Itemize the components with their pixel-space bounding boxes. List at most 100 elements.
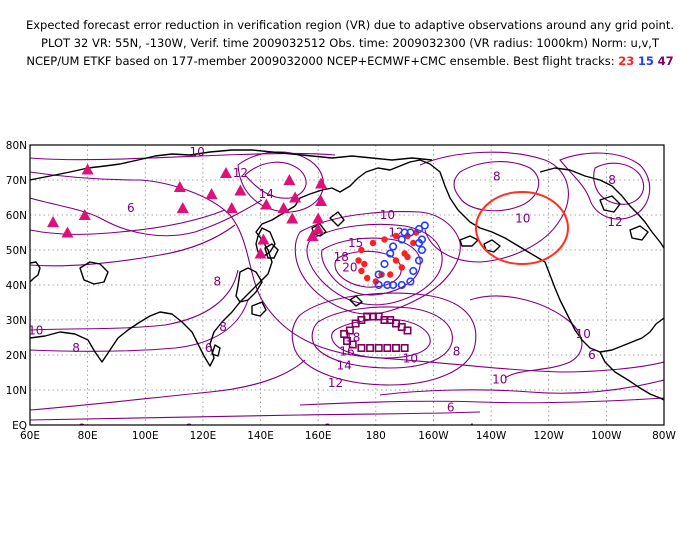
track-47-point [383,343,392,352]
contour-label: 10 [403,352,418,366]
triangle-marker [283,174,296,185]
latitude-tick-label: 60N [6,210,27,222]
track-47-point [366,343,375,352]
contour-label: 6 [323,422,331,436]
contour-label: 6 [185,422,193,436]
track-47-point [357,343,366,352]
triangle-marker [205,188,218,199]
track-47-markers [340,312,412,352]
longitude-tick-label: 100E [132,430,159,442]
triangle-marker [286,212,299,224]
track-23-label: 23 [618,54,635,68]
triangle-marker [260,198,273,210]
header-line-1: Expected forecast error reduction in ver… [25,18,675,32]
triangle-marker [277,202,290,213]
track-47-point [391,343,400,352]
longitude-tick-label: 120W [534,430,565,442]
track-23-point [358,246,365,254]
longitude-tick-label: 140W [476,430,507,442]
triangle-marker [234,184,247,196]
track-23-point [363,274,371,282]
error-reduction-contours [30,151,664,421]
track-15-point [397,280,406,290]
track-23-point [392,232,400,240]
contour-label: 15 [348,236,363,250]
contour-label: 8 [213,275,221,289]
latitude-tick-label: EQ [12,420,27,432]
triangle-marker [219,167,232,178]
triangle-marker [289,191,302,203]
track-23-point [410,239,417,247]
track-15-point [400,228,409,237]
longitude-tick-label: 80E [78,430,98,442]
contour-label: 14 [336,359,351,373]
track-23-point [404,232,411,240]
track-23-point [372,278,380,285]
track-15-point [417,245,427,255]
track-15-point [374,270,383,279]
contour-label: 12 [328,376,343,390]
triangle-marker [315,195,328,206]
track-47-point [374,343,383,352]
triangle-marker [312,212,325,224]
contour-label: 12 [607,215,622,229]
contour-label: 8 [453,345,461,359]
track-23-point [355,257,362,264]
triangle-marker [315,177,328,189]
track-23-markers [355,229,420,285]
latitude-tick-label: 10N [6,385,27,397]
contour-label: 10 [515,212,530,226]
contour-label: 10 [380,208,395,222]
track-23-point [358,267,365,275]
track-23-point [369,239,377,247]
longitude-tick-label: 100W [591,430,622,442]
track-15-point [386,249,395,258]
track-15-point [414,256,424,265]
contour-label: 18 [334,250,349,264]
track-15-label: 15 [637,54,654,68]
latitude-tick-label: 30N [6,315,27,327]
track-15-point [409,266,418,276]
longitude-tick-label: 80W [652,430,676,442]
track-15-point [414,238,424,248]
contour-label: 8 [219,320,227,334]
triangle-marker [306,230,319,241]
triangle-marker [257,233,270,245]
track-15-point [420,221,429,230]
contour-label: 8 [493,170,501,184]
track-23-point [398,264,405,271]
track-15-point [389,242,398,251]
track-15-point [397,235,406,244]
track-23-point [387,271,394,278]
track-15-point [406,228,415,237]
track-15-markers [374,221,429,290]
latitude-tick-label: 40N [6,280,27,292]
track-15-point [374,280,383,290]
track-23-point [381,236,388,243]
contour-label: 6 [447,401,455,415]
longitude-tick-label: 120E [190,430,217,442]
contour-label: 14 [259,187,274,201]
track-47-label: 47 [657,54,674,68]
contour-label: 10 [492,373,507,387]
triangle-marker [81,163,94,175]
triangle-marker [61,226,74,238]
track-47-point [400,343,409,352]
contour-label: 12 [233,166,248,180]
contour-label: 6 [127,201,135,215]
latitude-tick-label: 80N [6,140,27,152]
contour-label: 6 [588,348,596,362]
contour-label: 8 [78,422,86,436]
header-line-3-prefix: NCEP/UM ETKF based on 177-member 2009032… [26,54,615,68]
triangle-marker [176,202,189,213]
longitude-tick-label: 60E [20,430,40,442]
triangle-marker [225,202,238,213]
track-23-point [361,260,368,268]
triangle-markers [47,163,328,259]
track-23-point [404,253,411,261]
track-23-point [392,257,400,264]
contour-label: 8 [608,173,616,187]
latitude-tick-label: 70N [6,175,27,187]
longitude-tick-label: 140E [247,430,274,442]
